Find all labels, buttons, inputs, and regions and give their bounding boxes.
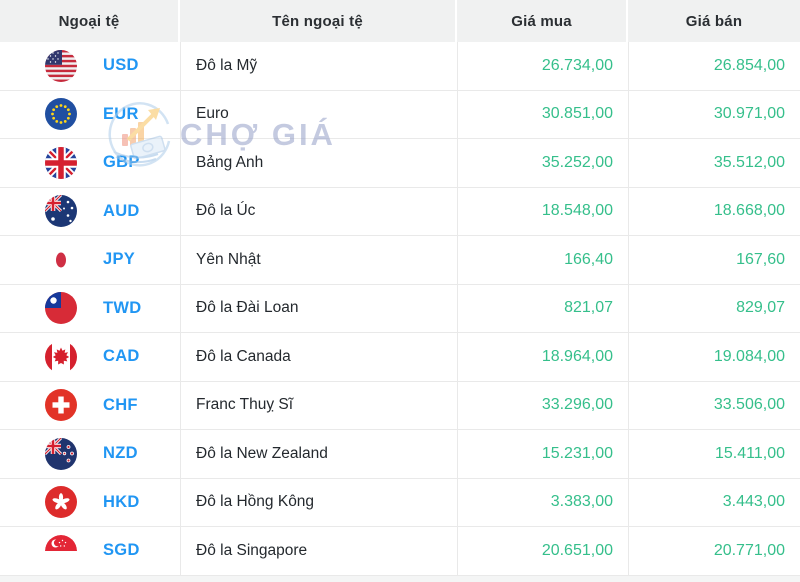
usd-flag-icon — [45, 49, 77, 82]
name-cell: Đô la Đài Loan — [180, 284, 457, 332]
table-row-cad[interactable]: CAD Đô la Canada 18.964,00 19.084,00 — [0, 333, 800, 382]
buy-cell: 26.734,00 — [457, 42, 628, 90]
header-name: Tên ngoại tệ — [180, 0, 457, 42]
table-bottom-strip — [0, 575, 800, 582]
currency-code[interactable]: NZD — [103, 444, 138, 463]
table-header-row: Ngoại tệ Tên ngoại tệ Giá mua Giá bán — [0, 0, 800, 42]
name-cell: Đô la Canada — [180, 333, 457, 381]
currency-code[interactable]: EUR — [103, 104, 139, 123]
table-row-nzd[interactable]: NZD Đô la New Zealand 15.231,00 15.411,0… — [0, 430, 800, 479]
sell-cell: 33.506,00 — [628, 381, 800, 429]
currency-cell: CAD — [0, 333, 180, 381]
sell-cell: 35.512,00 — [628, 139, 800, 187]
name-cell: Đô la Singapore — [180, 527, 457, 575]
currency-cell: TWD — [0, 285, 180, 333]
currency-cell: SGD — [0, 527, 180, 575]
table-row-gbp[interactable]: GBP Bảng Anh 35.252,00 35.512,00 — [0, 139, 800, 188]
sell-cell: 18.668,00 — [628, 187, 800, 235]
currency-cell: CHF — [0, 382, 180, 430]
eur-flag-icon — [45, 98, 77, 131]
gbp-flag-icon — [45, 146, 77, 179]
table-row-hkd[interactable]: HKD Đô la Hồng Kông 3.383,00 3.443,00 — [0, 478, 800, 527]
currency-cell: NZD — [0, 430, 180, 478]
header-currency: Ngoại tệ — [0, 0, 180, 42]
currency-code[interactable]: GBP — [103, 153, 140, 172]
name-cell: Franc Thuỵ Sĩ — [180, 381, 457, 429]
table-row-sgd[interactable]: SGD Đô la Singapore 20.651,00 20.771,00 — [0, 527, 800, 576]
sell-cell: 829,07 — [628, 284, 800, 332]
name-cell: Đô la Mỹ — [180, 42, 457, 90]
sell-cell: 26.854,00 — [628, 42, 800, 90]
table-row-jpy[interactable]: JPY Yên Nhật 166,40 167,60 — [0, 236, 800, 285]
sell-cell: 20.771,00 — [628, 527, 800, 575]
buy-cell: 15.231,00 — [457, 430, 628, 478]
name-cell: Euro — [180, 90, 457, 138]
chf-flag-icon — [45, 389, 77, 422]
name-cell: Yên Nhật — [180, 236, 457, 284]
name-cell: Bảng Anh — [180, 139, 457, 187]
hkd-flag-icon — [45, 486, 77, 519]
currency-code[interactable]: USD — [103, 56, 139, 75]
currency-cell: USD — [0, 42, 180, 90]
buy-cell: 821,07 — [457, 284, 628, 332]
table-row-eur[interactable]: EUR Euro 30.851,00 30.971,00 — [0, 90, 800, 139]
buy-cell: 166,40 — [457, 236, 628, 284]
table-row-chf[interactable]: CHF Franc Thuỵ Sĩ 33.296,00 33.506,00 — [0, 381, 800, 430]
header-buy: Giá mua — [457, 0, 628, 42]
sell-cell: 167,60 — [628, 236, 800, 284]
buy-cell: 33.296,00 — [457, 381, 628, 429]
name-cell: Đô la New Zealand — [180, 430, 457, 478]
name-cell: Đô la Hồng Kông — [180, 478, 457, 526]
aud-flag-icon — [45, 195, 77, 228]
currency-cell: GBP — [0, 139, 180, 187]
sell-cell: 19.084,00 — [628, 333, 800, 381]
header-sell: Giá bán — [685, 12, 743, 30]
buy-cell: 3.383,00 — [457, 478, 628, 526]
currency-cell: AUD — [0, 188, 180, 236]
buy-cell: 20.651,00 — [457, 527, 628, 575]
table-row-twd[interactable]: TWD Đô la Đài Loan 821,07 829,07 — [0, 284, 800, 333]
buy-cell: 18.548,00 — [457, 187, 628, 235]
buy-cell: 18.964,00 — [457, 333, 628, 381]
table-row-aud[interactable]: AUD Đô la Úc 18.548,00 18.668,00 — [0, 187, 800, 236]
currency-code[interactable]: HKD — [103, 492, 140, 511]
currency-code[interactable]: CAD — [103, 347, 140, 366]
name-cell: Đô la Úc — [180, 187, 457, 235]
sgd-flag-icon — [45, 534, 77, 567]
table-row-usd[interactable]: USD Đô la Mỹ 26.734,00 26.854,00 — [0, 42, 800, 91]
currency-code[interactable]: AUD — [103, 201, 140, 220]
currency-code[interactable]: CHF — [103, 395, 138, 414]
currency-cell: EUR — [0, 91, 180, 139]
currency-code[interactable]: SGD — [103, 541, 140, 560]
currency-code[interactable]: TWD — [103, 298, 142, 317]
cad-flag-icon — [45, 340, 77, 373]
currency-cell: HKD — [0, 479, 180, 527]
buy-cell: 30.851,00 — [457, 90, 628, 138]
currency-code[interactable]: JPY — [103, 250, 136, 269]
buy-cell: 35.252,00 — [457, 139, 628, 187]
sell-cell: 30.971,00 — [628, 90, 800, 138]
nzd-flag-icon — [45, 437, 77, 470]
jpy-flag-icon — [45, 243, 77, 276]
sell-cell: 3.443,00 — [628, 478, 800, 526]
sell-cell: 15.411,00 — [628, 430, 800, 478]
currency-cell: JPY — [0, 236, 180, 284]
twd-flag-icon — [45, 292, 77, 325]
